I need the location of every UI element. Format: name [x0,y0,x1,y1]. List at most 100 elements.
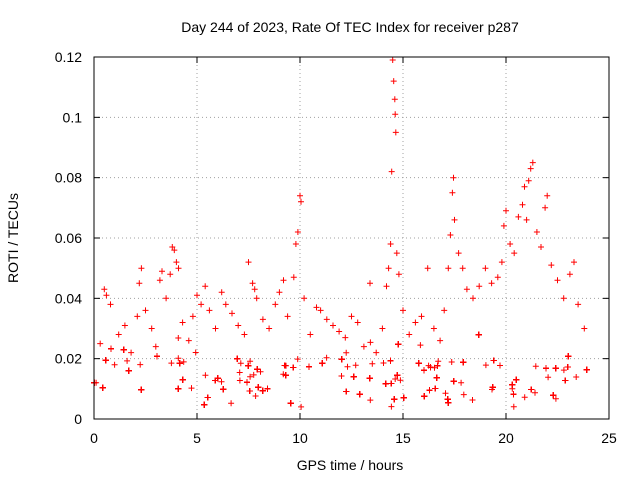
data-point [527,165,534,172]
data-point [159,268,165,275]
data-point [218,289,225,296]
data-point [121,322,128,329]
data-point [228,400,235,407]
data-point [388,403,395,410]
data-point [435,358,442,365]
data-point [434,362,441,369]
data-point [245,362,252,369]
x-tick-label: 15 [395,430,411,446]
data-point [354,319,361,326]
y-tick-label: 0 [74,411,82,427]
data-point [387,241,394,247]
data-point [498,259,505,266]
data-point [389,57,396,63]
data-point [519,201,526,208]
y-tick-label: 0.1 [63,109,83,125]
data-point [427,364,434,371]
data-point [528,386,535,393]
data-point [500,222,507,229]
data-point [545,374,552,381]
data-point [169,244,176,250]
data-point [432,385,439,392]
data-point [356,391,363,398]
data-point [441,307,448,314]
data-point [532,363,539,370]
data-point [393,250,400,257]
data-point [298,403,305,410]
data-point [313,304,320,311]
data-point [388,168,395,175]
axis-ticks: 0 5 10 15 20 25 0 0.02 0.04 0.06 0.08 0.1 0.12 [55,49,617,446]
data-point [449,189,456,196]
data-point [138,386,145,393]
data-point [395,341,402,348]
data-point [424,265,431,272]
data-point [294,229,301,235]
data-point [350,373,357,380]
data-point [488,280,495,287]
data-point [264,385,271,392]
data-point [108,345,114,352]
y-tick-label: 0.12 [55,49,82,65]
plot-frame [93,56,610,420]
data-point [237,360,244,367]
data-point [138,265,145,272]
data-point [543,365,549,372]
data-point [290,364,297,371]
data-point [348,313,355,320]
data-point [380,360,387,366]
data-point [412,319,419,326]
data-point [513,376,520,383]
data-point [156,277,163,284]
y-tick-label: 0.08 [55,170,82,186]
data-point [521,394,528,401]
data-point [566,271,573,278]
data-point [367,397,374,404]
data-point [529,159,536,166]
data-point [463,286,470,293]
data-point [437,337,444,344]
data-point [455,250,462,257]
data-point [125,367,132,374]
data-point [204,394,211,401]
data-point [532,389,538,396]
data-point [417,342,424,349]
y-tick-label: 0.06 [55,230,82,246]
data-point [421,393,428,400]
data-point [450,174,457,181]
data-point [509,381,516,388]
data-point [379,325,386,332]
data-point [241,331,248,338]
data-point [176,360,183,367]
data-point [307,331,314,338]
data-point [565,353,572,360]
data-point [366,375,373,382]
data-point [134,313,141,320]
data-point [552,395,559,402]
data-point [476,283,483,290]
data-point [281,362,288,369]
data-point [175,335,182,341]
data-point [523,216,530,223]
data-point [394,372,401,379]
data-point [102,357,109,364]
data-point [497,362,503,369]
data-point [336,328,343,335]
data-point [251,286,258,293]
data-point [490,357,497,364]
data-point [128,349,135,356]
data-point [306,363,312,370]
y-axis-label: ROTI / TECUs [5,193,21,283]
data-point [554,277,561,284]
data-point [442,390,449,397]
data-point [175,385,182,392]
data-point [97,340,104,347]
data-point [391,96,398,103]
data-point [445,265,452,272]
data-point [218,378,225,385]
data-point [298,198,304,205]
data-point [544,192,551,199]
data-point [154,353,160,360]
data-point [255,384,262,391]
x-tick-label: 10 [292,430,308,446]
